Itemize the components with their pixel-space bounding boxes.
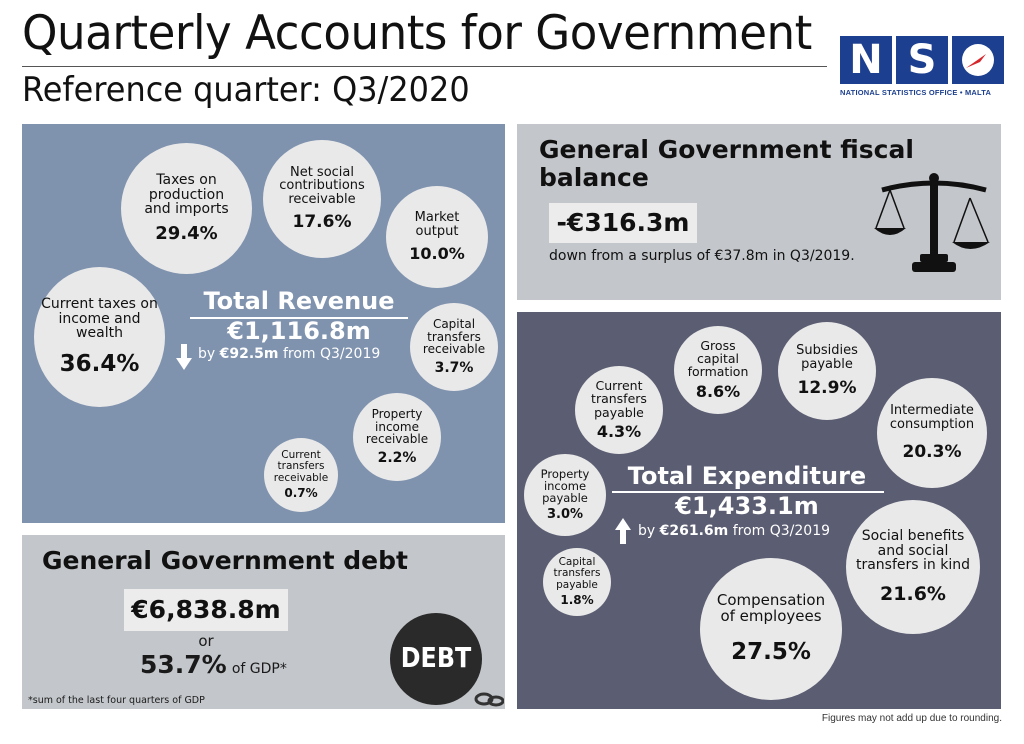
revenue-item-capital-transfers: Capital transfers receivable 3.7% (410, 303, 498, 391)
debt-ball-icon: DEBT (388, 613, 504, 709)
expenditure-change-line: by €261.6m from Q3/2019 (638, 523, 831, 539)
arrow-up-icon (615, 518, 631, 549)
revenue-item-property-income: Property income receivable 2.2% (353, 393, 441, 481)
revenue-title: Total Revenue (203, 287, 395, 315)
fiscal-balance-title: General Government fiscal balance (539, 135, 914, 192)
logo-caption: NATIONAL STATISTICS OFFICE • MALTA (840, 88, 992, 97)
logo-globe-icon (952, 36, 1004, 84)
revenue-item-current-transfers: Current transfers receivable 0.7% (264, 438, 338, 512)
expenditure-item-gross-capital: Gross capital formation 8.6% (674, 326, 762, 414)
expenditure-amount: €1,433.1m (675, 492, 819, 520)
expenditure-item-capital-transfers: Capital transfers payable 1.8% (543, 548, 611, 616)
revenue-item-current-taxes: Current taxes on income and wealth 36.4% (34, 267, 165, 407)
debt-or: or (198, 632, 214, 650)
footer-note: Figures may not add up due to rounding. (821, 713, 1002, 724)
arrow-down-icon (176, 344, 192, 375)
balance-scale-icon (872, 170, 996, 279)
debt-gdp-line: 53.7% of GDP* (140, 650, 287, 679)
logo-letter-s: S (896, 36, 948, 84)
debt-footnote: *sum of the last four quarters of GDP (28, 695, 205, 706)
expenditure-title-underline (612, 491, 884, 493)
title-divider (22, 66, 827, 67)
debt-title: General Government debt (42, 546, 408, 575)
expenditure-item-property-income: Property income payable 3.0% (524, 454, 606, 536)
page-subtitle: Reference quarter: Q3/2020 (22, 70, 470, 110)
expenditure-title: Total Expenditure (627, 462, 867, 490)
fiscal-balance-amount: -€316.3m (549, 203, 697, 243)
expenditure-item-current-transfers: Current transfers payable 4.3% (575, 366, 663, 454)
revenue-item-market-output: Market output 10.0% (386, 186, 488, 288)
debt-amount: €6,838.8m (124, 589, 288, 631)
revenue-change-line: by €92.5m from Q3/2019 (198, 346, 381, 362)
revenue-item-taxes-production: Taxes on production and imports 29.4% (121, 143, 252, 274)
expenditure-item-social-benefits: Social benefits and social transfers in … (846, 500, 980, 634)
revenue-title-underline (190, 317, 408, 319)
expenditure-item-compensation: Compensation of employees 27.5% (700, 558, 842, 700)
revenue-item-social-contributions: Net social contributions receivable 17.6… (263, 140, 381, 258)
expenditure-item-subsidies: Subsidies payable 12.9% (778, 322, 876, 420)
expenditure-item-intermediate: Intermediate consumption 20.3% (877, 378, 987, 488)
revenue-amount: €1,116.8m (227, 317, 371, 345)
page-title: Quarterly Accounts for Government (22, 6, 812, 61)
logo-letter-n: N (840, 36, 892, 84)
nso-logo: N S NATIONAL STATISTICS OFFICE • MALTA (840, 36, 1005, 102)
fiscal-balance-note: down from a surplus of €37.8m in Q3/2019… (549, 248, 855, 264)
